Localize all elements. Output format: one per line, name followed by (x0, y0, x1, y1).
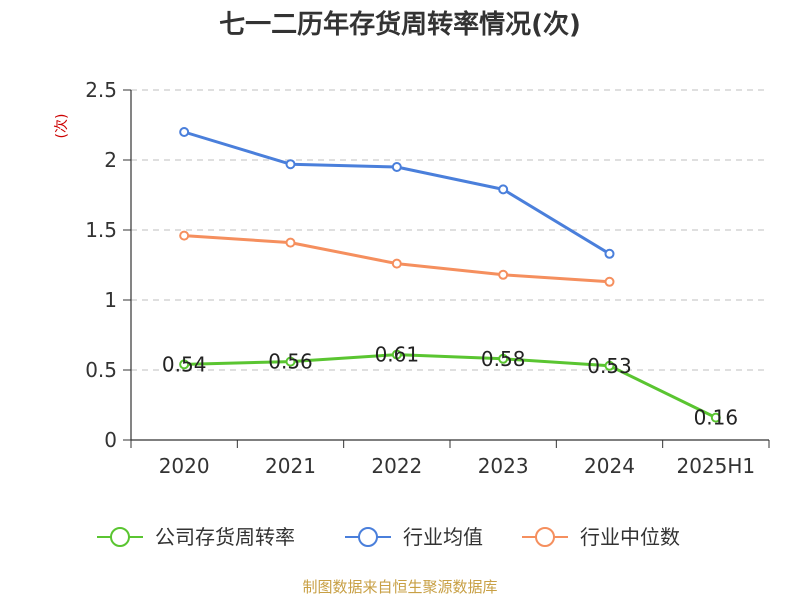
data-point (604, 360, 615, 371)
x-tick-label: 2022 (371, 454, 422, 478)
y-tick-label: 2.5 (85, 78, 117, 102)
legend-label: 行业均值 (403, 525, 483, 549)
x-tick-label: 2020 (159, 454, 210, 478)
x-tick-label: 2021 (265, 454, 316, 478)
data-label: 0.16 (694, 406, 739, 430)
series-lines (179, 127, 721, 423)
data-point (285, 159, 296, 170)
data-point (710, 412, 721, 423)
data-label: 0.61 (375, 343, 420, 367)
data-point (391, 349, 402, 360)
data-label: 0.58 (481, 347, 526, 371)
x-tick-label: 2023 (478, 454, 529, 478)
axes: 0 0.5 1 1.5 2 2.5 2020 2021 2022 2023 2024 2025H1 (85, 78, 770, 478)
source-note: 制图数据来自恒生聚源数据库 (302, 578, 497, 596)
legend-item: 公司存货周转率 (97, 525, 295, 549)
data-point (498, 353, 509, 364)
x-tick-label: 2024 (584, 454, 635, 478)
legend-item: 行业中位数 (522, 525, 680, 549)
data-point (179, 359, 190, 370)
data-labels: 0.54 0.56 0.61 0.58 0.53 0.16 (162, 343, 738, 430)
data-point (604, 248, 615, 259)
legend-item: 行业均值 (345, 525, 483, 549)
data-point (498, 184, 509, 195)
legend: 公司存货周转率 行业均值 行业中位数 (97, 525, 680, 549)
legend-swatch-marker (535, 527, 555, 547)
data-point (498, 269, 509, 280)
data-label: 0.54 (162, 352, 207, 376)
gridlines (131, 89, 769, 371)
y-axis-unit: (次) (54, 114, 70, 139)
data-point (285, 237, 296, 248)
data-label: 0.56 (268, 350, 313, 374)
data-point (179, 230, 190, 241)
series-line-2 (182, 130, 611, 256)
legend-swatch-marker (358, 527, 378, 547)
y-tick-label: 0.5 (85, 358, 117, 382)
y-tick-label: 2 (104, 148, 117, 172)
data-point (285, 356, 296, 367)
data-label: 0.53 (587, 354, 632, 378)
data-point (391, 162, 402, 172)
chart-title: 七一二历年存货周转率情况(次) (219, 9, 581, 40)
data-point (604, 276, 615, 287)
series-line-1 (182, 353, 718, 420)
y-tick-label: 0 (104, 428, 117, 452)
x-tick-label: 2025H1 (676, 454, 755, 478)
data-point (391, 258, 402, 269)
legend-label: 行业中位数 (580, 525, 680, 549)
y-tick-label: 1.5 (85, 218, 117, 242)
y-tick-label: 1 (104, 288, 117, 312)
data-point (179, 127, 190, 137)
legend-swatch-marker (110, 527, 130, 547)
legend-label: 公司存货周转率 (155, 525, 295, 549)
